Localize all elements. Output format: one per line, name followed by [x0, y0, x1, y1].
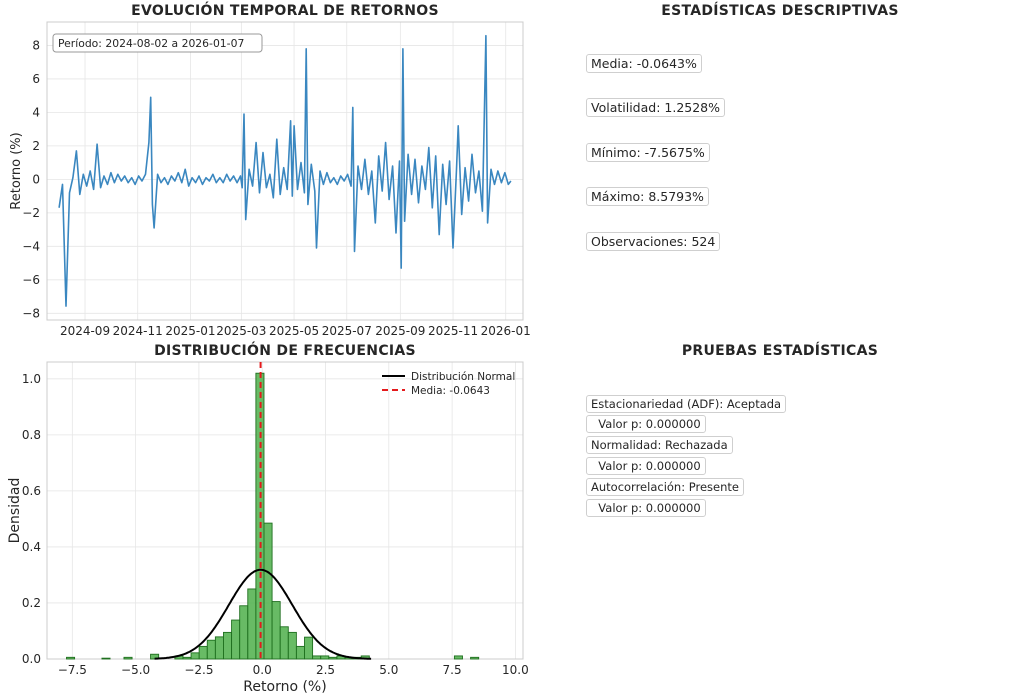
legend-normal-label: Distribución Normal: [411, 371, 515, 383]
hist-xlabel: Retorno (%): [243, 679, 326, 695]
ts-xtick-label: 2025-05: [269, 324, 319, 338]
hist-xtick-label: 0.0: [253, 663, 272, 677]
ts-ytick-label: 0: [32, 172, 40, 186]
hist-bar: [470, 656, 480, 660]
hist-bar: [190, 652, 200, 660]
hist-bar: [247, 588, 257, 660]
hist-xtick-label: −5.0: [121, 663, 150, 677]
hist-bar: [198, 645, 208, 660]
ts-ytick-label: −8: [22, 306, 40, 320]
hist-bar: [239, 605, 249, 660]
hist-bar: [101, 657, 111, 660]
ts-xtick-label: 2026-01: [481, 324, 531, 338]
ts-xtick-label: 2025-07: [322, 324, 372, 338]
tests-title: PRUEBAS ESTADÍSTICAS: [681, 343, 879, 359]
stat-maximum: Máximo: 8.5793%: [586, 187, 709, 206]
hist-bar: [453, 655, 463, 660]
ts-ytick-label: −6: [22, 273, 40, 287]
ts-ytick-label: 4: [32, 105, 40, 119]
ts-period-label: Período: 2024-08-02 a 2026-01-07: [58, 37, 244, 50]
ts-xtick-label: 2025-01: [165, 324, 215, 338]
hist-legend: Distribución Normal Media: -0.0643: [382, 371, 515, 397]
ts-xtick-label: 2024-11: [113, 324, 163, 338]
hist-bar: [304, 636, 314, 660]
stat-mean: Media: -0.0643%: [586, 54, 702, 73]
hist-bar: [214, 636, 224, 660]
ts-xtick-label: 2025-11: [428, 324, 478, 338]
hist-xtick-label: 2.5: [316, 663, 335, 677]
stat-volatility: Volatilidad: 1.2528%: [586, 98, 726, 117]
hist-bar: [263, 522, 273, 660]
ts-ylabel: Retorno (%): [9, 132, 24, 209]
ts-ytick-label: −4: [22, 239, 40, 253]
hist-ytick-label: 0.4: [22, 540, 41, 554]
hist-bar: [66, 656, 76, 660]
hist-bar: [182, 656, 192, 660]
stat-minimum: Mínimo: -7.5675%: [586, 143, 710, 162]
test-autocorrelation-pvalue: Valor p: 0.000000: [586, 499, 706, 517]
hist-xtick-label: −2.5: [184, 663, 213, 677]
ts-xtick-label: 2024-09: [60, 324, 110, 338]
ts-xtick-label: 2025-09: [375, 324, 425, 338]
ts-return-series-line: [58, 34, 512, 307]
hist-bar: [271, 601, 281, 660]
hist-ylabel: Densidad: [7, 478, 23, 544]
hist-bar: [320, 655, 330, 660]
ts-ytick-label: 2: [32, 139, 40, 153]
test-normality: Normalidad: Rechazada: [586, 436, 733, 454]
hist-xtick-label: −7.5: [58, 663, 87, 677]
ts-ytick-label: −2: [22, 206, 40, 220]
hist-normal-curve: [154, 568, 372, 660]
descriptive-title: ESTADÍSTICAS DESCRIPTIVAS: [661, 3, 899, 19]
hist-ytick-label: 0.6: [22, 484, 41, 498]
histogram-title: DISTRIBUCIÓN DE FRECUENCIAS: [154, 343, 416, 359]
hist-xtick-label: 10.0: [502, 663, 529, 677]
hist-bar: [287, 631, 297, 660]
ts-ytick-label: 8: [32, 38, 40, 52]
hist-bar: [223, 631, 233, 660]
hist-xtick-label: 5.0: [379, 663, 398, 677]
legend-mean-label: Media: -0.0643: [411, 385, 490, 397]
hist-bar: [150, 653, 160, 660]
hist-bar: [279, 626, 289, 660]
test-adf: Estacionariedad (ADF): Aceptada: [586, 395, 787, 413]
timeseries-title: EVOLUCIÓN TEMPORAL DE RETORNOS: [131, 3, 439, 19]
hist-ytick-label: 0.8: [22, 428, 41, 442]
test-adf-pvalue: Valor p: 0.000000: [586, 415, 706, 433]
ts-period-annotation: Período: 2024-08-02 a 2026-01-07: [52, 33, 263, 53]
hist-bar: [206, 639, 216, 660]
hist-bar: [231, 619, 241, 660]
hist-bar: [123, 656, 133, 660]
hist-bar: [328, 656, 338, 660]
test-normality-pvalue: Valor p: 0.000000: [586, 457, 706, 475]
hist-ytick-label: 1.0: [22, 372, 41, 386]
hist-ytick-label: 0.2: [22, 596, 41, 610]
hist-bar: [312, 655, 322, 660]
test-autocorrelation: Autocorrelación: Presente: [586, 478, 744, 496]
hist-xtick-label: 7.5: [443, 663, 462, 677]
ts-xtick-label: 2025-03: [216, 324, 266, 338]
stat-observations: Observaciones: 524: [586, 232, 721, 251]
hist-plot-frame: [46, 361, 524, 660]
ts-ytick-label: 6: [32, 72, 40, 86]
hist-bar: [295, 645, 305, 660]
hist-ytick-label: 0.0: [22, 652, 41, 666]
ts-plot-frame: [46, 21, 524, 321]
ts-period-box: [52, 33, 263, 53]
